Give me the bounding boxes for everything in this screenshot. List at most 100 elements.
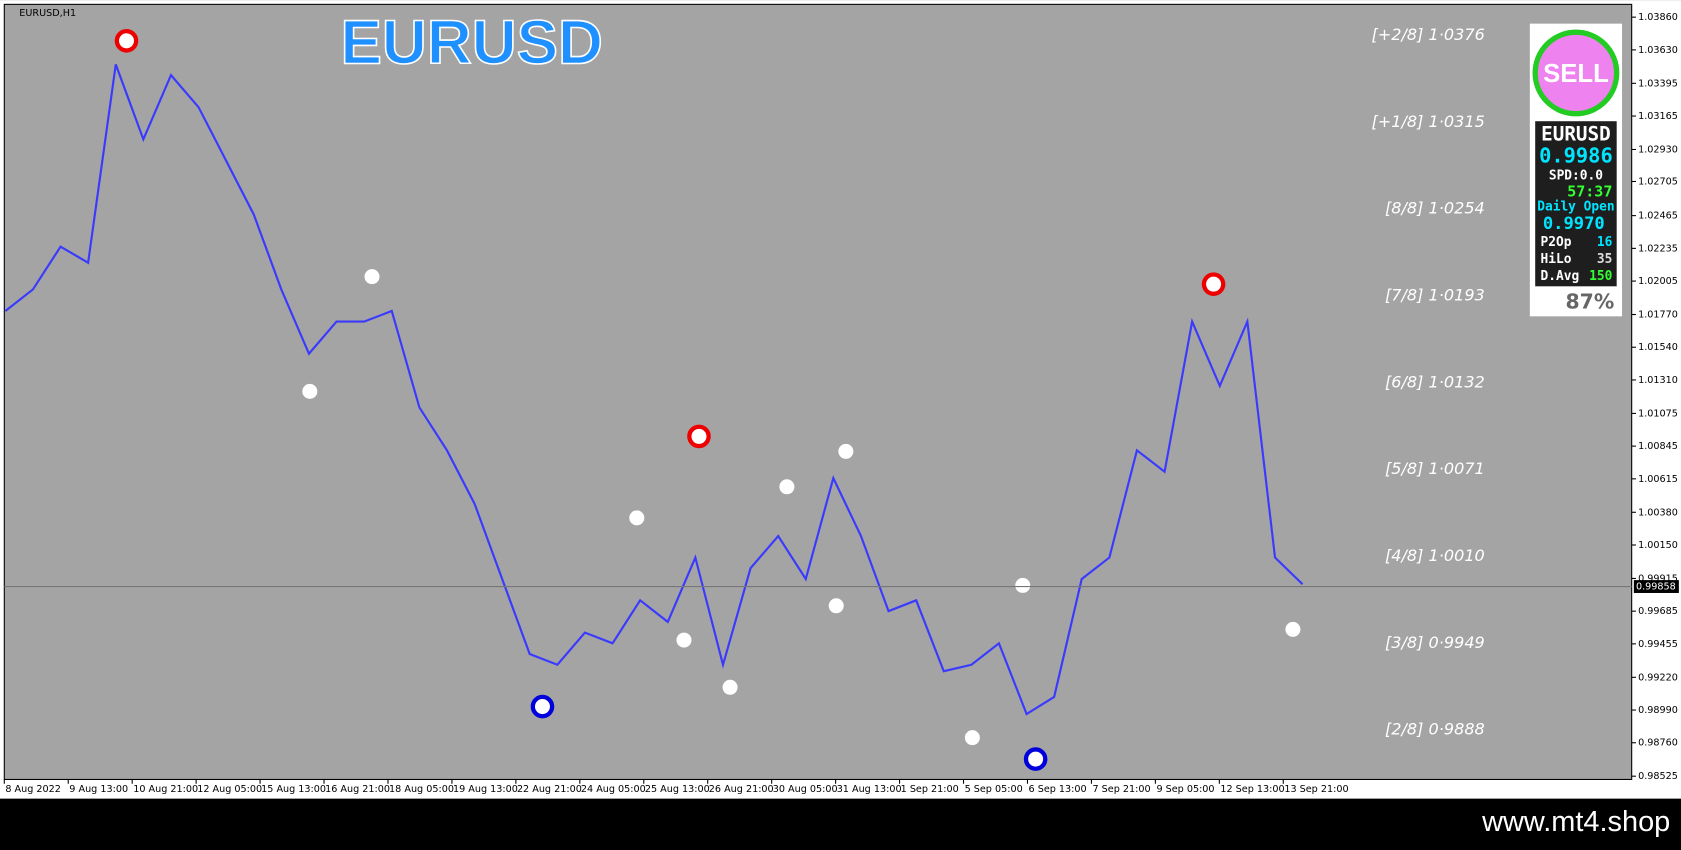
x-tick-label: 22 Aug 21:00 — [517, 784, 582, 795]
band-touch — [676, 632, 692, 648]
murrey-level: [7/8] 1·0193 — [1385, 285, 1485, 304]
price-line — [4, 64, 1304, 716]
x-tick-label: 18 Aug 05:00 — [389, 784, 454, 795]
y-tick-label: 1.03395 — [1638, 78, 1678, 89]
x-tick-label: 8 Aug 2022 — [5, 784, 61, 795]
y-tick-label: 1.00615 — [1638, 474, 1678, 485]
murrey-level: [+1/8] 1·0315 — [1372, 112, 1485, 131]
high-marker — [1201, 272, 1226, 296]
y-tick-label: 0.99455 — [1638, 639, 1678, 650]
y-tick-label: 0.99915 — [1638, 573, 1678, 584]
x-tick-label: 26 Aug 21:00 — [709, 784, 774, 795]
footer-bar — [0, 798, 1681, 846]
y-tick-label: 0.98525 — [1638, 771, 1678, 782]
murrey-level: [2/8] 0·9888 — [1385, 720, 1485, 739]
panel-daily-open: 0.9970 — [1543, 214, 1605, 234]
x-tick-label: 15 Aug 13:00 — [261, 784, 326, 795]
y-tick-label: 1.01770 — [1638, 310, 1678, 321]
panel-row-label: D.Avg — [1541, 269, 1580, 284]
high-marker — [687, 424, 711, 449]
x-tick-label: 9 Aug 13:00 — [69, 784, 128, 795]
x-tick-label: 7 Sep 21:00 — [1092, 784, 1150, 795]
y-tick-label: 0.99685 — [1638, 606, 1678, 617]
murrey-level: [4/8] 1·0010 — [1385, 546, 1485, 565]
panel-rows: P2Op 16 HiLo 35 D.Avg 150 — [1541, 235, 1613, 284]
y-tick-label: 1.03860 — [1638, 12, 1678, 23]
x-tick-label: 5 Sep 05:00 — [965, 784, 1023, 795]
y-tick-label: 1.02465 — [1638, 211, 1678, 222]
signal-markers — [114, 29, 1301, 771]
y-tick-label: 1.01075 — [1638, 408, 1678, 419]
plot-area — [3, 3, 1633, 780]
panel-box — [1535, 121, 1617, 287]
window-label: EURUSD,H1 — [19, 8, 76, 19]
x-tick-label: 31 Aug 13:00 — [837, 784, 902, 795]
x-tick-label: 30 Aug 05:00 — [773, 784, 838, 795]
band-touch — [964, 730, 980, 746]
y-tick-label: 1.02005 — [1638, 276, 1678, 287]
x-tick-label: 19 Aug 13:00 — [453, 784, 518, 795]
high-marker — [114, 29, 139, 53]
panel-price: 0.9986 — [1539, 144, 1613, 168]
x-tick-label: 24 Aug 05:00 — [581, 784, 646, 795]
y-tick-label: 1.00150 — [1638, 540, 1678, 551]
band-touch — [828, 598, 844, 614]
y-tick-label: 1.00845 — [1638, 441, 1678, 452]
y-tick-label: 1.02705 — [1638, 176, 1678, 187]
x-tick-label: 9 Sep 05:00 — [1156, 784, 1214, 795]
band-touch — [302, 383, 318, 399]
x-tick-label: 12 Aug 05:00 — [197, 784, 262, 795]
band-touch — [629, 510, 645, 526]
band-touch — [722, 679, 738, 695]
band-touch — [1285, 621, 1301, 637]
y-tick-label: 1.03165 — [1638, 111, 1678, 122]
y-tick-label: 1.03630 — [1638, 45, 1678, 56]
series-group — [4, 64, 1304, 716]
panel-daily-open-label: Daily Open — [1537, 199, 1614, 214]
y-tick-label: 0.98760 — [1638, 738, 1678, 749]
panel-row-label: HiLo — [1541, 252, 1572, 267]
y-tick-label: 1.02235 — [1638, 243, 1678, 254]
y-tick-label: 0.99220 — [1638, 672, 1678, 683]
murrey-level: [3/8] 0·9949 — [1385, 633, 1485, 652]
x-tick-label: 1 Sep 21:00 — [901, 784, 959, 795]
panel-row-value: 16 — [1597, 235, 1613, 250]
panel-row-value: 150 — [1589, 269, 1612, 284]
signal-text: SELL — [1543, 60, 1609, 88]
current-price-box — [1633, 580, 1679, 593]
panel-row-label: P2Op — [1541, 235, 1572, 250]
x-tick-label: 6 Sep 13:00 — [1029, 784, 1087, 795]
x-tick-label: 10 Aug 21:00 — [133, 784, 198, 795]
y-tick-label: 1.01540 — [1638, 342, 1678, 353]
y-tick-label: 0.98990 — [1638, 705, 1678, 716]
info-panel: SELL EURUSD 0.9986 SPD:0.0 57:37 Daily O… — [1529, 23, 1623, 317]
band-touch — [1015, 577, 1031, 593]
y-tick-label: 1.00380 — [1638, 507, 1678, 518]
murrey-level: [+2/8] 1·0376 — [1372, 25, 1485, 44]
y-tick-label: 1.01310 — [1638, 375, 1678, 386]
band-touch — [779, 479, 795, 495]
footer-url: www.mt4.shop — [1481, 806, 1670, 838]
panel-spread: SPD:0.0 — [1549, 168, 1603, 183]
murrey-level: [8/8] 1·0254 — [1385, 199, 1485, 218]
y-tick-label: 1.02930 — [1638, 144, 1678, 155]
panel-row-value: 35 — [1597, 252, 1612, 267]
x-tick-label: 25 Aug 13:00 — [645, 784, 710, 795]
chart-title: EURUSD — [340, 9, 602, 78]
current-price-label: 0.99858 — [1636, 582, 1676, 593]
low-marker — [530, 694, 555, 719]
panel-symbol: EURUSD — [1541, 123, 1611, 146]
murrey-level: [5/8] 1·0071 — [1385, 459, 1485, 478]
signal-badge — [1532, 29, 1620, 117]
x-tick-label: 12 Sep 13:00 — [1220, 784, 1284, 795]
band-touch — [838, 443, 854, 459]
band-touch — [364, 269, 380, 285]
murrey-level: [6/8] 1·0132 — [1385, 372, 1485, 391]
x-tick-label: 16 Aug 21:00 — [325, 784, 390, 795]
panel-percent: 87% — [1566, 289, 1615, 313]
low-marker — [1023, 747, 1048, 771]
panel-timer: 57:37 — [1567, 182, 1612, 200]
x-tick-label: 13 Sep 21:00 — [1284, 784, 1348, 795]
